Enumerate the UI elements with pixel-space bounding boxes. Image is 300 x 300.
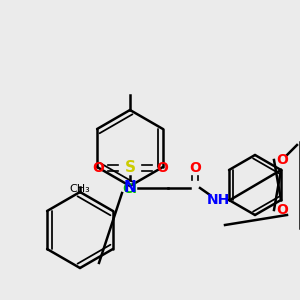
Text: S: S <box>124 160 136 175</box>
Text: O: O <box>156 161 168 175</box>
Text: CH₃: CH₃ <box>70 184 90 194</box>
Text: N: N <box>124 181 136 196</box>
Text: Cl: Cl <box>123 182 137 196</box>
Text: O: O <box>92 161 104 175</box>
Text: O: O <box>276 203 288 217</box>
Text: NH: NH <box>206 193 230 207</box>
Text: O: O <box>276 153 288 167</box>
Text: O: O <box>189 161 201 175</box>
